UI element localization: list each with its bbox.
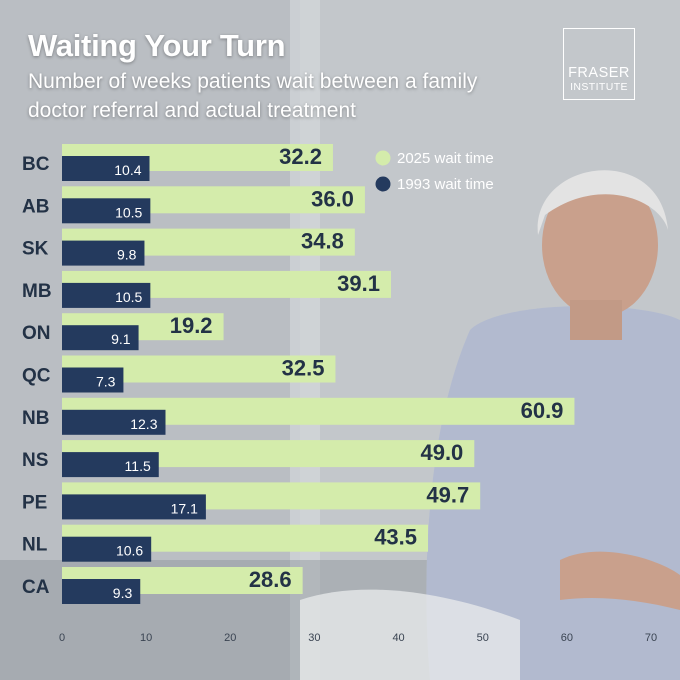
category-label-pe: PE [22, 492, 47, 513]
value-label-2025-pe: 49.7 [426, 482, 469, 507]
x-tick-label-20: 20 [224, 632, 236, 644]
value-label-1993-bc: 10.4 [114, 162, 141, 178]
bar-1993-pe [62, 494, 206, 520]
x-tick-label-70: 70 [645, 632, 657, 644]
x-tick-label-0: 0 [59, 632, 65, 644]
value-label-1993-sk: 9.8 [117, 247, 137, 263]
value-label-1993-ca: 9.3 [113, 585, 133, 601]
bar-1993-mb [62, 282, 151, 308]
value-label-2025-ab: 36.0 [311, 186, 354, 211]
x-tick-label-30: 30 [308, 632, 320, 644]
category-label-sk: SK [22, 239, 49, 260]
legend: 2025 wait time 1993 wait time [375, 150, 494, 193]
bar-1993-on [62, 325, 139, 351]
value-label-2025-mb: 39.1 [337, 271, 380, 296]
value-label-2025-qc: 32.5 [282, 356, 325, 381]
x-axis: 0 10 20 30 40 50 60 70 [59, 632, 657, 644]
value-label-2025-ca: 28.6 [249, 567, 292, 592]
value-label-1993-ab: 10.5 [115, 204, 142, 220]
category-label-ca: CA [22, 577, 50, 598]
value-label-1993-qc: 7.3 [96, 374, 116, 390]
value-label-1993-nl: 10.6 [116, 543, 143, 559]
bar-1993-sk [62, 240, 145, 266]
x-tick-label-40: 40 [392, 632, 404, 644]
chart-title: Waiting Your Turn [28, 28, 286, 63]
bar-1993-ab [62, 198, 151, 224]
chart-subtitle: Number of weeks patients wait between a … [28, 70, 478, 122]
x-tick-label-60: 60 [561, 632, 573, 644]
bar-1993-ns [62, 452, 159, 478]
value-label-2025-ns: 49.0 [420, 440, 463, 465]
x-tick-label-10: 10 [140, 632, 152, 644]
category-label-nb: NB [22, 408, 49, 429]
bar-1993-nb [62, 409, 166, 435]
bars-layer: BC 32.2 10.4 AB 36.0 10.5 SK 34.8 9.8 MB 39.1 10.5 O… [22, 144, 575, 604]
value-label-1993-mb: 10.5 [115, 289, 142, 305]
category-label-ns: NS [22, 450, 48, 471]
legend-swatch-2025 [375, 150, 391, 166]
value-label-2025-sk: 34.8 [301, 229, 344, 254]
category-label-bc: BC [22, 154, 50, 175]
value-label-2025-nb: 60.9 [521, 398, 564, 423]
value-label-1993-ns: 11.5 [125, 458, 151, 474]
fraser-institute-logo: FRASER INSTITUTE [563, 28, 635, 100]
logo-line-2: INSTITUTE [570, 81, 628, 93]
category-label-mb: MB [22, 281, 52, 302]
legend-label-2025: 2025 wait time [397, 150, 494, 167]
legend-label-1993: 1993 wait time [397, 176, 494, 193]
value-label-2025-bc: 32.2 [279, 144, 322, 169]
bar-1993-ca [62, 579, 141, 604]
bar-1993-bc [62, 156, 150, 181]
value-label-1993-pe: 17.1 [171, 500, 198, 516]
legend-swatch-1993 [375, 176, 391, 192]
category-label-nl: NL [22, 535, 48, 556]
x-tick-label-50: 50 [477, 632, 489, 644]
value-label-2025-nl: 43.5 [374, 525, 417, 550]
bar-1993-nl [62, 536, 152, 562]
value-label-1993-nb: 12.3 [130, 416, 157, 432]
bar-1993-qc [62, 367, 124, 393]
category-label-on: ON [22, 323, 51, 344]
value-label-1993-on: 9.1 [111, 331, 131, 347]
logo-line-1: FRASER [568, 65, 630, 81]
category-label-ab: AB [22, 196, 49, 217]
value-label-2025-on: 19.2 [170, 313, 213, 338]
category-label-qc: QC [22, 366, 51, 387]
